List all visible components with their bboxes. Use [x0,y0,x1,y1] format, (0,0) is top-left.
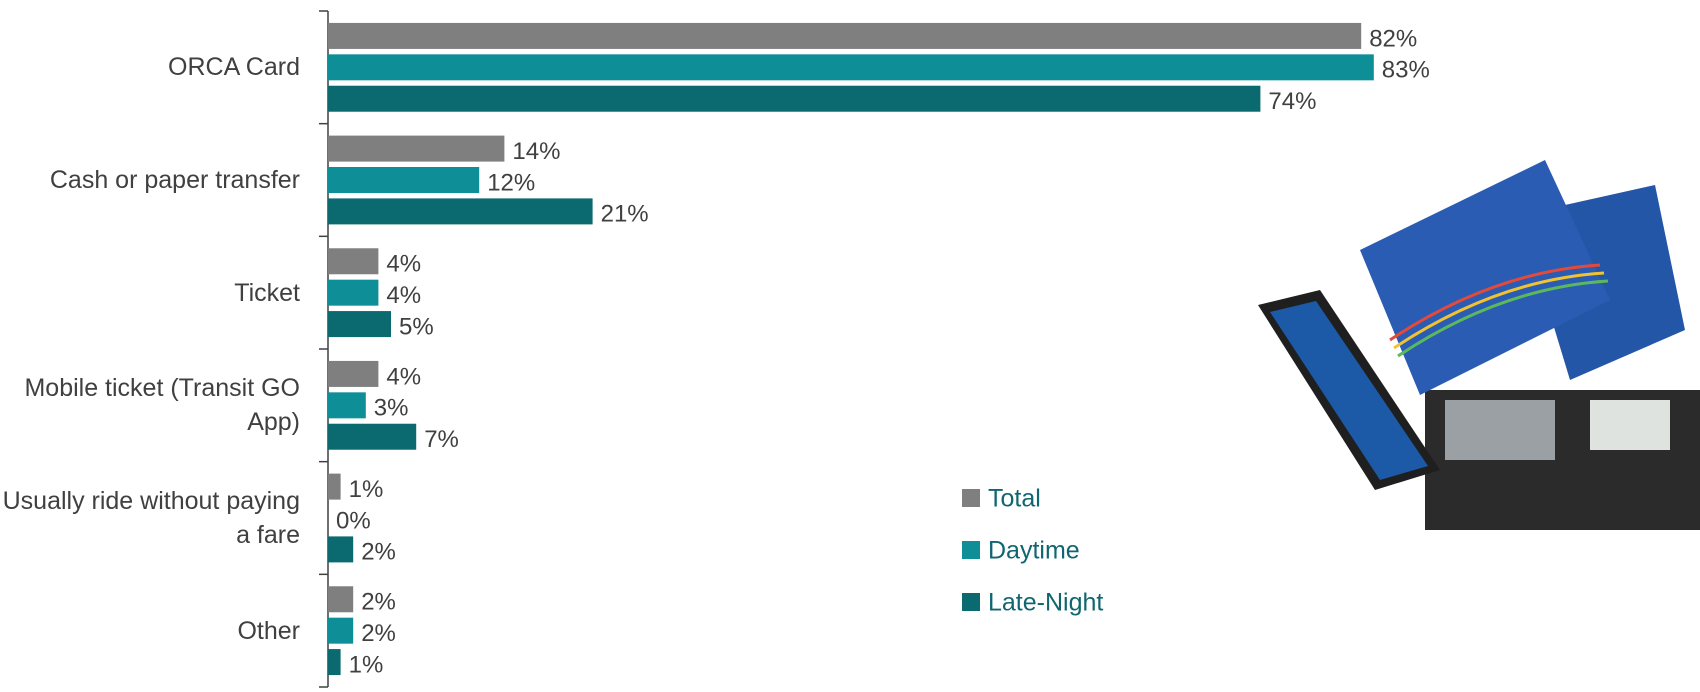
fare-box-slot [1590,400,1670,450]
bar [328,423,417,450]
card-front [1360,160,1610,395]
bar [328,167,480,193]
value-label: 4% [386,282,421,309]
legend-label: Daytime [988,537,1080,565]
value-label: 12% [487,169,535,196]
bar [328,311,391,338]
value-label: 0% [336,507,371,534]
legend-swatch [962,593,980,611]
value-label: 1% [349,476,384,503]
bar [328,473,341,500]
bar [328,617,354,644]
bar [328,279,379,306]
category-label: Ticket [234,278,300,307]
value-label: 74% [1268,88,1316,115]
card-stripe [1393,271,1605,350]
bar [328,536,354,563]
bar [328,586,354,613]
bar [328,649,341,676]
value-label: 2% [361,589,396,616]
value-label: 3% [374,395,409,422]
legend-label: Total [988,485,1041,513]
legend-swatch [962,489,980,507]
bar [328,135,505,162]
value-label: 4% [386,363,421,390]
value-label: 83% [1382,57,1430,84]
value-label: 7% [424,426,459,453]
category-label: Other [237,616,300,645]
category-label: Mobile ticket (Transit GO App) [24,374,300,437]
fare-box-window [1445,400,1555,460]
value-label: 1% [349,651,384,678]
card-stripe [1397,279,1609,358]
bar [328,392,366,419]
category-label: ORCA Card [168,53,300,82]
value-label: 82% [1369,25,1417,52]
legend-label: Late-Night [988,589,1103,617]
bar [328,22,1362,49]
value-label: 4% [386,251,421,278]
value-label: 5% [399,313,434,340]
category-label: Cash or paper transfer [49,166,300,194]
value-label: 2% [361,539,396,566]
bar [328,198,593,225]
bar [328,85,1261,112]
category-label: Usually ride without paying a fare [2,487,300,549]
photo [1258,160,1700,530]
value-label: 2% [361,620,396,647]
bar [328,360,379,387]
bar [328,54,1374,81]
value-label: 14% [512,138,560,165]
phone-screen [1270,301,1428,480]
bar [328,248,379,275]
legend-swatch [962,541,980,559]
value-label: 21% [601,201,649,228]
card-stripe [1389,263,1601,342]
